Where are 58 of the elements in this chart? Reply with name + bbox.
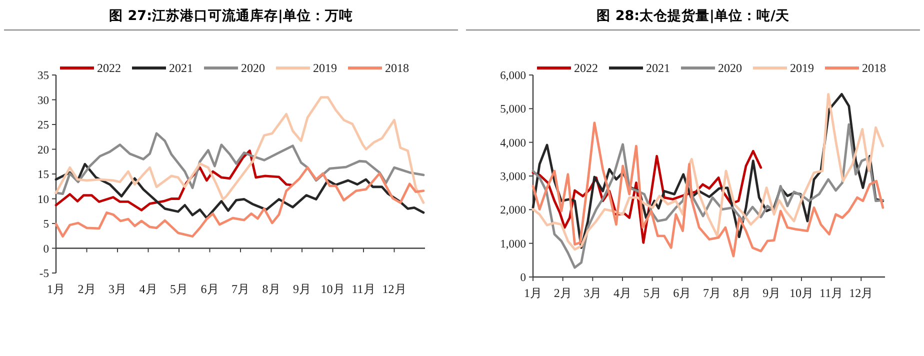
x-tick-label: 11月 (820, 286, 844, 300)
line-series (54, 132, 425, 195)
x-tick-label: 12月 (849, 286, 874, 300)
x-tick-label: 7月 (702, 286, 721, 300)
legend-label: 2020 (241, 61, 265, 75)
y-tick-label: 6,000 (500, 70, 526, 82)
x-tick-label: 2月 (78, 282, 96, 296)
x-tick-label: 3月 (108, 282, 126, 296)
x-tick-label: 3月 (584, 286, 602, 300)
chart-title: 图 28:太仓提货量|单位：吨/天 (596, 8, 790, 24)
y-tick-label: 5,000 (500, 104, 526, 116)
y-tick-label: 5 (43, 218, 50, 230)
legend-label: 2022 (97, 61, 121, 75)
line-series (54, 162, 425, 220)
y-tick-label: 15 (38, 169, 50, 181)
y-tick-label: 3,000 (500, 171, 526, 183)
line-series (532, 150, 762, 244)
line-series (54, 96, 425, 204)
legend-label: 2021 (169, 61, 193, 75)
x-tick-label: 1月 (47, 282, 65, 296)
line-series (54, 150, 292, 212)
x-tick-label: 6月 (673, 286, 692, 300)
legend-label: 2019 (313, 61, 337, 75)
x-tick-label: 9月 (293, 282, 311, 296)
x-tick-label: 11月 (352, 282, 376, 296)
x-tick-label: 4月 (139, 282, 158, 296)
x-tick-label: 2月 (554, 286, 572, 300)
y-tick-label: 30 (38, 94, 50, 107)
legend-label: 2019 (790, 61, 814, 75)
x-tick-label: 6月 (200, 282, 219, 296)
y-tick-label: 20 (38, 144, 50, 156)
legend-label: 2021 (646, 61, 670, 75)
y-tick-label: 25 (38, 120, 50, 132)
x-tick-label: 5月 (170, 282, 188, 296)
y-tick-label: 10 (38, 194, 50, 206)
x-tick-label: 10月 (789, 286, 814, 300)
legend-label: 2018 (385, 61, 409, 75)
legend-label: 2020 (718, 61, 742, 75)
x-tick-label: 8月 (732, 286, 751, 300)
x-tick-label: 8月 (262, 282, 280, 296)
y-tick-label: 4,000 (500, 137, 526, 150)
x-tick-label: 1月 (524, 286, 542, 300)
y-tick-label: 35 (38, 70, 50, 82)
x-tick-label: 12月 (382, 282, 406, 296)
y-tick-label: 0 (520, 272, 526, 284)
y-tick-label: 1,000 (500, 238, 526, 250)
x-tick-label: 7月 (232, 282, 250, 296)
line-series (54, 166, 425, 238)
y-tick-label: 0 (43, 243, 50, 256)
y-tick-label: -5 (39, 268, 50, 280)
legend-label: 2018 (862, 61, 886, 75)
y-tick-label: 2,000 (500, 204, 526, 217)
x-tick-label: 5月 (643, 286, 662, 300)
x-tick-label: 4月 (613, 286, 632, 300)
x-tick-label: 9月 (762, 286, 781, 300)
chart-title: 图 27:江苏港口可流通库存|单位：万吨 (109, 7, 353, 24)
x-tick-label: 10月 (320, 282, 345, 296)
legend-label: 2022 (574, 61, 598, 75)
